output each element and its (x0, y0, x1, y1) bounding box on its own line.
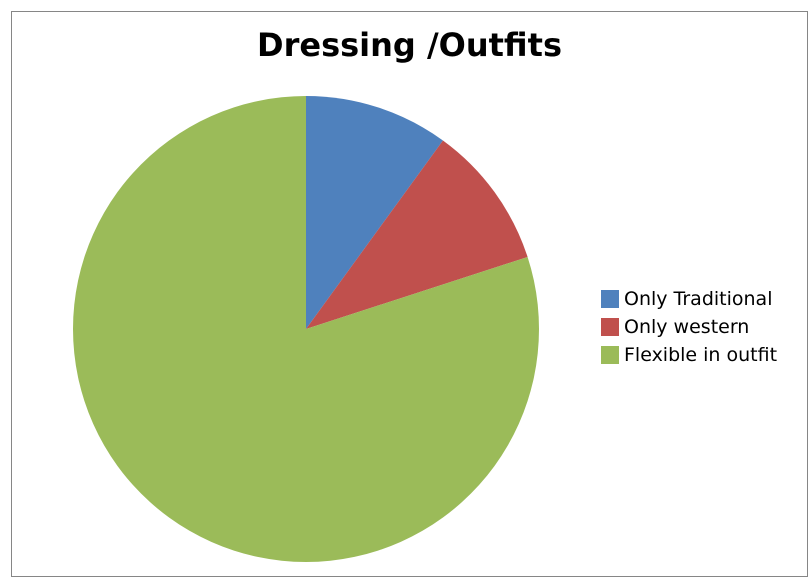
legend-item-flexible-in-outfit: Flexible in outfit (601, 341, 777, 369)
legend-label-only-western: Only western (624, 316, 750, 338)
legend-swatch-flexible-in-outfit (601, 346, 619, 364)
legend-item-only-western: Only western (601, 313, 777, 341)
legend-label-flexible-in-outfit: Flexible in outfit (624, 344, 778, 366)
chart-title: Dressing /Outfits (257, 26, 562, 64)
legend-label-only-traditional: Only Traditional (624, 288, 773, 310)
chart-legend: Only Traditional Only western Flexible i… (601, 285, 777, 369)
legend-swatch-only-traditional (601, 290, 619, 308)
legend-swatch-only-western (601, 318, 619, 336)
pie-slice-only-traditional (306, 96, 443, 329)
legend-item-only-traditional: Only Traditional (601, 285, 777, 313)
pie-slice-flexible-in-outfit (73, 96, 539, 562)
pie-slices (73, 96, 539, 562)
pie-slice-only-western (306, 140, 528, 329)
